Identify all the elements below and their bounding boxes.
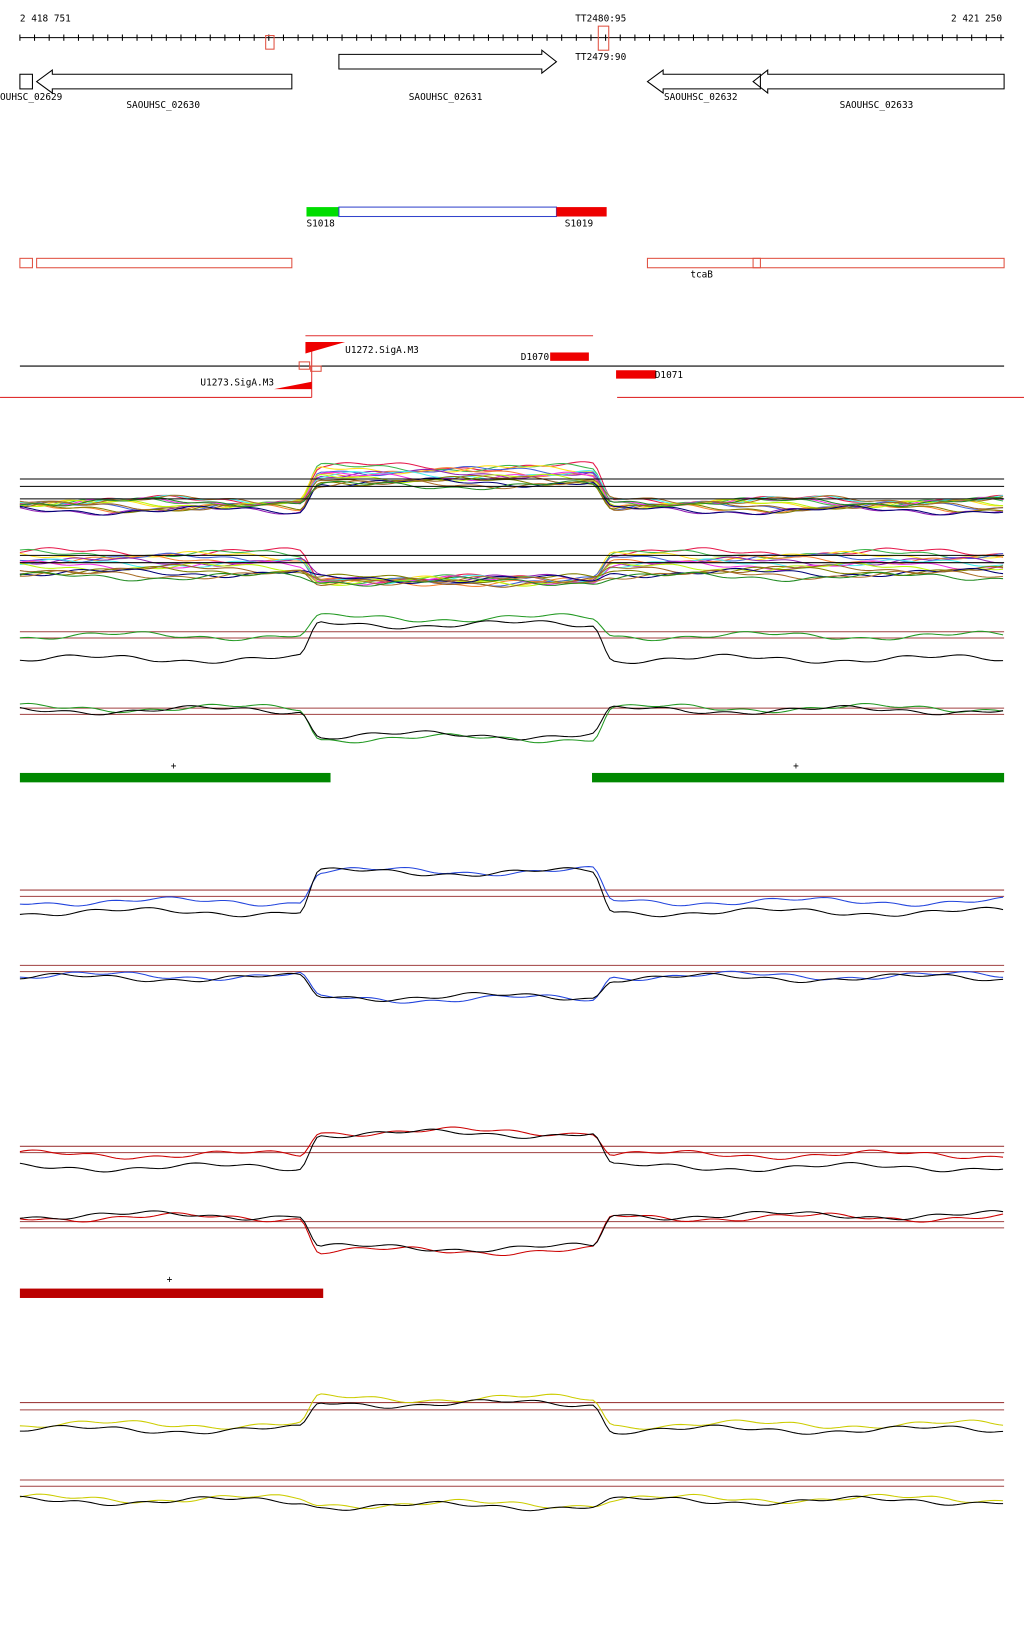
gene	[35, 69, 293, 95]
expression-tracks	[19, 461, 1005, 1512]
operon	[36, 257, 293, 269]
terminator-label: TT2479:90	[575, 52, 626, 63]
expression-line	[19, 702, 1004, 744]
promoter	[616, 370, 656, 379]
expression-line	[19, 1399, 1004, 1435]
terminator-label: TT2480:95	[575, 13, 626, 24]
ruler-start: 2 418 751	[20, 13, 71, 24]
promoter-box	[298, 361, 311, 370]
promoter-label: U1272.SigA.M3	[345, 345, 419, 356]
gene-label: SAOUHSC_02633	[840, 100, 914, 111]
strand-mark: +	[793, 761, 799, 772]
expression-line	[19, 1212, 1004, 1257]
gene	[752, 69, 1005, 95]
expression-line	[19, 471, 1004, 508]
expression-line	[19, 1495, 1004, 1512]
expression-line	[19, 480, 1004, 508]
promoter-label: D1070	[521, 352, 550, 363]
promoter-box	[310, 365, 322, 372]
expression-line	[19, 705, 1004, 741]
expression-line	[19, 1126, 1004, 1160]
terminator-box	[265, 35, 275, 50]
strand-bar	[19, 1288, 324, 1298]
expression-line	[19, 474, 1004, 512]
operon	[752, 257, 1005, 269]
promoter-label: D1071	[655, 370, 684, 381]
expression-line	[19, 569, 1004, 586]
expression-line	[19, 1393, 1004, 1430]
promoter	[274, 381, 312, 390]
expression-line	[19, 479, 1004, 506]
expression-line	[19, 972, 1004, 1002]
strand-mark: +	[171, 761, 177, 772]
expression-line	[19, 563, 1004, 588]
expression-line	[19, 1210, 1004, 1253]
expression-line	[19, 866, 1004, 907]
gene	[19, 73, 33, 90]
operon-label: tcaB	[690, 270, 713, 281]
gene-label: OUHSC_02629	[0, 92, 63, 103]
terminator-box	[597, 25, 610, 51]
segment-label: S1019	[565, 218, 594, 229]
segment-body	[338, 206, 557, 218]
expression-line	[19, 475, 1004, 514]
expression-line	[19, 620, 1004, 664]
segment-start	[306, 207, 339, 217]
expression-line	[19, 467, 1004, 514]
expression-line	[19, 970, 1004, 1004]
gene-label: SAOUHSC_02632	[664, 92, 738, 103]
gene-label: SAOUHSC_02631	[409, 92, 483, 103]
operon	[646, 257, 761, 269]
strand-bar	[19, 772, 331, 783]
expression-line	[19, 571, 1004, 587]
expression-line	[19, 562, 1004, 587]
expression-line	[19, 1493, 1004, 1510]
gene-label: SAOUHSC_02630	[126, 100, 200, 111]
promoter-label: U1273.SigA.M3	[200, 377, 274, 388]
expression-line	[19, 613, 1004, 642]
segment-label: S1018	[306, 218, 335, 229]
expression-line	[19, 867, 1004, 918]
segment-end	[556, 207, 607, 217]
ruler-ticks	[19, 34, 1002, 41]
operon	[19, 257, 33, 269]
gene	[646, 69, 761, 95]
promoter	[550, 352, 589, 361]
strand-bar	[592, 772, 1005, 783]
gene	[338, 49, 558, 75]
ruler-end: 2 421 250	[951, 13, 1002, 24]
strand-mark: +	[167, 1275, 173, 1286]
expression-line	[19, 1128, 1004, 1173]
expression-line	[19, 554, 1004, 587]
